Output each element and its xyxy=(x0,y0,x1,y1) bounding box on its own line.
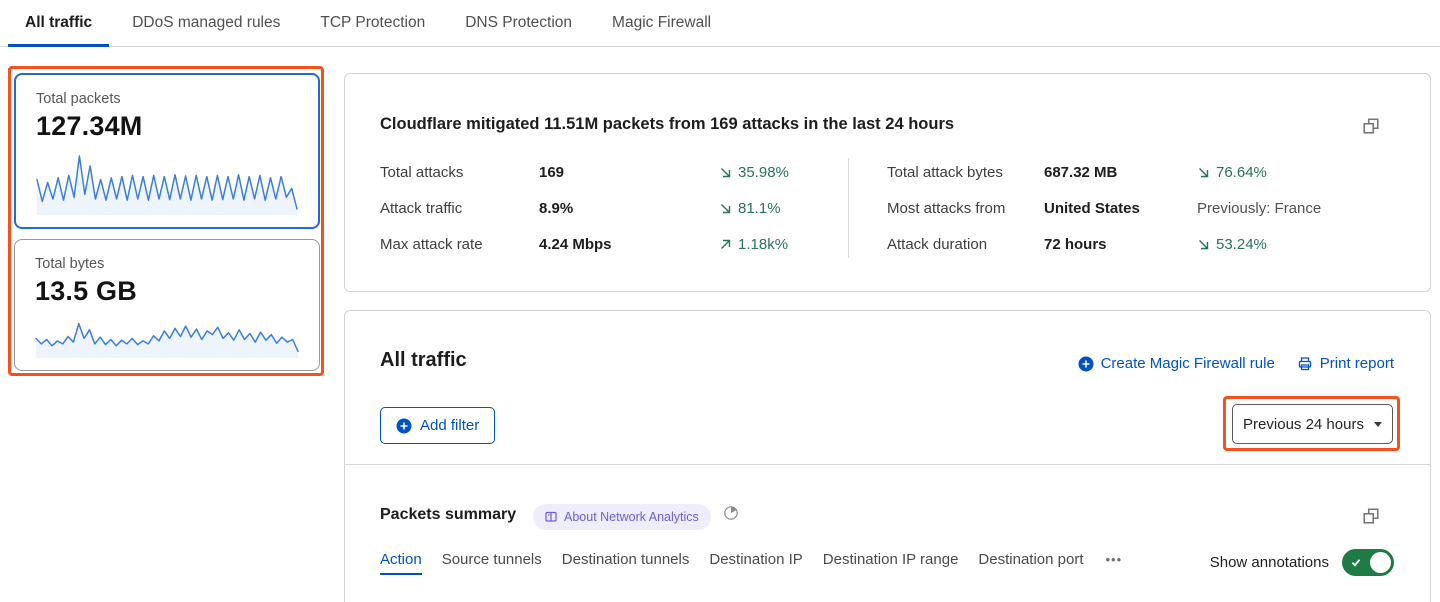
stat-delta: 76.64% xyxy=(1197,164,1407,181)
stat-row-total-attack-bytes: Total attack bytes 687.32 MB 76.64% xyxy=(887,154,1407,190)
printer-icon xyxy=(1298,356,1311,370)
plus-circle-icon xyxy=(1078,356,1094,371)
stat-label: Max attack rate xyxy=(380,235,483,253)
stat-label: Attack traffic xyxy=(380,199,463,217)
stat-value: 72 hours xyxy=(1044,235,1107,253)
summary-stats-left: Total attacks 169 35.98% Attack traffic … xyxy=(380,154,840,262)
arrow-down-right-icon xyxy=(721,203,731,213)
total-packets-card[interactable]: Total packets 127.34M xyxy=(14,73,320,229)
analytics-tabbar: All traffic DDoS managed rules TCP Prote… xyxy=(0,0,1440,47)
pie-chart-icon xyxy=(723,505,739,521)
print-report-link[interactable]: Print report xyxy=(1297,355,1394,372)
total-bytes-sparkline xyxy=(35,315,299,358)
stat-value: 4.24 Mbps xyxy=(539,235,612,253)
chevron-down-icon xyxy=(1373,421,1382,427)
all-traffic-panel: All traffic Create Magic Firewall rule P… xyxy=(344,310,1431,602)
stat-row-total-attacks: Total attacks 169 35.98% xyxy=(380,154,840,190)
tab-all-traffic[interactable]: All traffic xyxy=(8,0,110,47)
expand-icon[interactable] xyxy=(1362,117,1380,135)
check-icon xyxy=(1351,559,1361,567)
arrow-down-right-icon xyxy=(1199,167,1209,177)
stat-label: Total attack bytes xyxy=(887,163,1003,181)
packets-summary-tabs: Action Source tunnels Destination tunnel… xyxy=(380,551,1124,575)
arrow-down-right-icon xyxy=(721,167,731,177)
metric-title: Total bytes xyxy=(35,256,105,272)
show-annotations-control: Show annotations xyxy=(1210,549,1394,576)
show-annotations-label: Show annotations xyxy=(1209,554,1329,571)
arrow-up-right-icon xyxy=(721,239,731,249)
summary-stats-right: Total attack bytes 687.32 MB 76.64% Most… xyxy=(887,154,1407,262)
create-magic-firewall-rule-link[interactable]: Create Magic Firewall rule xyxy=(1078,355,1275,372)
add-filter-button[interactable]: Add filter xyxy=(380,407,496,444)
expand-icon xyxy=(1363,508,1379,524)
subtab-source-tunnels[interactable]: Source tunnels xyxy=(441,551,542,568)
total-bytes-card[interactable]: Total bytes 13.5 GB xyxy=(14,239,320,371)
metric-title: Total packets xyxy=(36,91,121,107)
expand-icon xyxy=(1363,118,1379,134)
stat-value: United States xyxy=(1044,199,1140,217)
metric-value: 13.5 GB xyxy=(35,276,137,306)
stat-delta: 81.1% xyxy=(719,200,840,217)
stat-label: Attack duration xyxy=(887,235,988,253)
stat-delta: 1.18k% xyxy=(719,236,840,253)
subtab-destination-tunnels[interactable]: Destination tunnels xyxy=(561,551,690,568)
time-range-dropdown[interactable]: Previous 24 hours xyxy=(1232,404,1393,444)
arrow-down-right-icon xyxy=(1199,239,1209,249)
stat-delta: 35.98% xyxy=(719,164,840,181)
more-tabs-button[interactable]: ••• xyxy=(1105,552,1123,567)
stat-value: 169 xyxy=(539,163,565,181)
all-traffic-title: All traffic xyxy=(380,349,467,371)
total-packets-sparkline xyxy=(36,150,298,215)
tab-magic-firewall[interactable]: Magic Firewall xyxy=(612,14,712,31)
stat-label: Most attacks from xyxy=(887,199,1006,217)
book-icon xyxy=(545,511,557,522)
stat-delta: 53.24% xyxy=(1197,236,1407,253)
metric-value: 127.34M xyxy=(36,111,143,141)
stats-divider xyxy=(848,158,849,258)
stat-row-attack-traffic: Attack traffic 8.9% 81.1% xyxy=(380,190,840,226)
toggle-knob xyxy=(1370,552,1391,573)
attack-summary-title: Cloudflare mitigated 11.51M packets from… xyxy=(380,115,955,133)
stat-row-attack-duration: Attack duration 72 hours 53.24% xyxy=(887,226,1407,262)
show-annotations-toggle[interactable] xyxy=(1342,549,1394,576)
stat-label: Total attacks xyxy=(380,163,464,181)
attack-summary-card: Cloudflare mitigated 11.51M packets from… xyxy=(344,73,1431,292)
expand-icon[interactable] xyxy=(1362,507,1380,525)
stat-value: 687.32 MB xyxy=(1044,163,1118,181)
tab-tcp-protection[interactable]: TCP Protection xyxy=(320,14,426,31)
subtab-destination-port[interactable]: Destination port xyxy=(978,551,1084,568)
stat-value: 8.9% xyxy=(539,199,574,217)
stat-previous-value: Previously: France xyxy=(1197,199,1322,217)
tab-dns-protection[interactable]: DNS Protection xyxy=(465,14,573,31)
subtab-destination-ip-range[interactable]: Destination IP range xyxy=(822,551,959,568)
stat-row-max-attack-rate: Max attack rate 4.24 Mbps 1.18k% xyxy=(380,226,840,262)
subtab-action[interactable]: Action xyxy=(380,551,422,575)
panel-header-links: Create Magic Firewall rule Print report xyxy=(1078,355,1394,372)
section-divider xyxy=(345,464,1430,465)
stat-row-most-attacks-from: Most attacks from United States Previous… xyxy=(887,190,1407,226)
packets-summary-title: Packets summary xyxy=(380,506,517,523)
about-network-analytics-badge[interactable]: About Network Analytics xyxy=(533,504,711,530)
plus-circle-icon xyxy=(396,418,412,433)
tab-ddos-managed-rules[interactable]: DDoS managed rules xyxy=(132,14,281,31)
subtab-destination-ip[interactable]: Destination IP xyxy=(709,551,803,568)
